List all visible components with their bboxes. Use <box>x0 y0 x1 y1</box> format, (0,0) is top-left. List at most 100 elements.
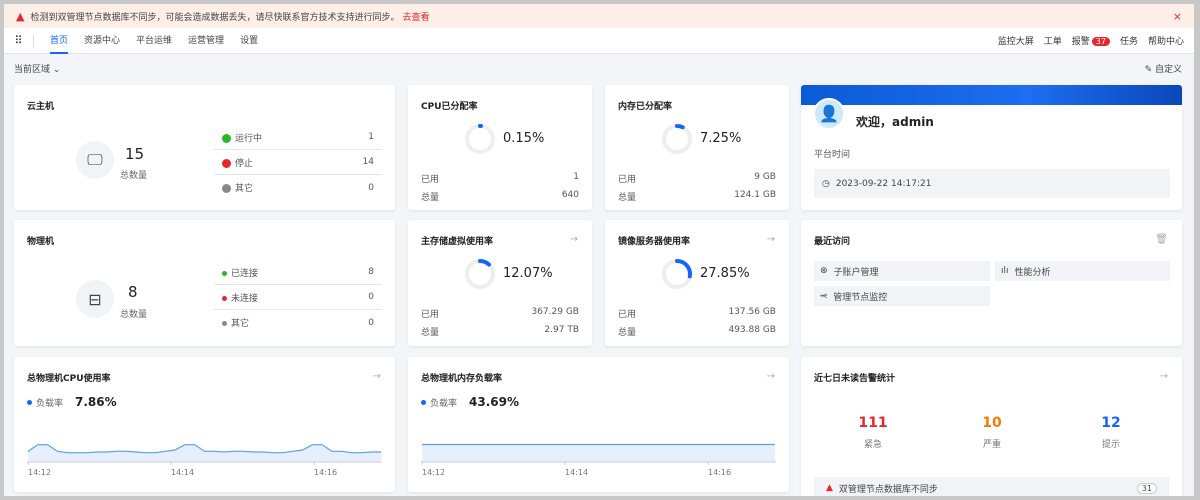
status-label: 运行中 <box>235 133 263 144</box>
usage-ring <box>662 259 692 289</box>
trash-icon[interactable]: 🗑 <box>1155 234 1168 245</box>
apps-grid-icon[interactable]: ⠿ <box>4 34 34 47</box>
used-value: 367.29 GB <box>531 307 579 317</box>
tab-home[interactable]: 首页 <box>50 28 69 54</box>
recent-item-label: 管理节点监控 <box>833 292 888 303</box>
total-row: 总量 2.97 TB <box>421 325 579 338</box>
usage-ring <box>465 124 495 154</box>
used-value: 1 <box>573 172 579 182</box>
vm-total: 15 <box>125 145 145 163</box>
pencil-icon: ✎ <box>1144 65 1153 75</box>
welcome-header-banner <box>801 85 1182 105</box>
region-label: 当前区域 <box>14 65 51 75</box>
total-value: 640 <box>561 190 579 200</box>
nav-tickets[interactable]: 工单 <box>1043 37 1062 47</box>
platform-time: 2023-09-22 14:17:21 <box>835 178 932 189</box>
line-chart-card: 总物理机内存负载率 → 负载率 43.69% 14:12 14:14 14:16 <box>408 357 789 492</box>
close-icon[interactable]: × <box>1172 9 1182 23</box>
legend-dot <box>421 399 426 405</box>
usage-percent: 0.15% <box>503 131 545 146</box>
user-icon: ⊗ <box>820 266 828 276</box>
chart-title: 总物理机内存负载率 <box>421 374 503 384</box>
card-title: 最近访问 <box>814 237 851 247</box>
platform-time-label: 平台时间 <box>814 150 851 160</box>
banner-view-link[interactable]: 去查看 <box>402 12 430 23</box>
monitor-icon: 🖵 <box>76 141 114 179</box>
alert-stat[interactable]: 12 提示 <box>1081 415 1141 450</box>
arrow-right-icon[interactable]: → <box>1159 371 1168 382</box>
total-value: 493.88 GB <box>728 325 776 335</box>
series-area <box>28 444 381 462</box>
used-row: 已用 9 GB <box>618 172 776 185</box>
avatar: 👤 <box>813 98 845 130</box>
legend-dot <box>27 399 32 405</box>
arrow-right-icon[interactable]: → <box>766 234 775 245</box>
usage-percent: 7.25% <box>700 131 742 146</box>
card-title: 内存已分配率 <box>618 102 673 112</box>
status-row: 运行中 1 <box>214 125 382 150</box>
status-row: 其它 0 <box>214 175 382 200</box>
status-dot-icon <box>222 158 231 168</box>
used-row: 已用 137.56 GB <box>618 307 776 320</box>
tab-ops[interactable]: 平台运维 <box>136 35 173 46</box>
x-tick-label: 14:14 <box>171 468 194 477</box>
usage-card: CPU已分配率 0.15% 已用 1 总量 640 <box>408 85 592 210</box>
region-select[interactable]: 当前区域 ⌄ <box>14 62 60 75</box>
warning-banner: ▲ 检测到双管理节点数据库不同步，可能会造成数据丢失，请尽快联系官方技术支持进行… <box>4 4 1194 28</box>
nav-tasks[interactable]: 任务 <box>1119 37 1138 47</box>
total-label: 总量 <box>421 328 440 338</box>
customize-button[interactable]: ✎ 自定义 <box>1145 62 1182 75</box>
server-disk-icon: ⊟ <box>76 280 114 318</box>
welcome-greeting: 欢迎，admin <box>856 115 934 129</box>
usage-ring-fill <box>662 259 692 289</box>
status-value: 1 <box>368 132 374 142</box>
warning-icon: ▲ <box>16 9 25 23</box>
status-value: 14 <box>362 157 374 167</box>
tab-operations-mgmt[interactable]: 运营管理 <box>188 35 225 46</box>
used-row: 已用 367.29 GB <box>421 307 579 320</box>
pm-total: 8 <box>128 283 138 301</box>
arrow-right-icon[interactable]: → <box>372 371 381 382</box>
status-row: 其它 0 <box>214 310 382 335</box>
status-label: 已连接 <box>231 268 259 279</box>
recent-item-performance[interactable]: ılı 性能分析 <box>995 261 1170 281</box>
status-label: 其它 <box>235 184 254 194</box>
alert-stat[interactable]: 10 严重 <box>962 415 1022 450</box>
vm-card: 云主机 🖵 15 总数量 运行中 1 停止 14 其它 0 <box>14 85 395 210</box>
card-title: 主存储虚拟使用率 <box>421 237 494 247</box>
nav-monitor-screen[interactable]: 监控大屏 <box>997 37 1034 47</box>
alert-stat-count: 10 <box>982 415 1002 431</box>
arrow-right-icon[interactable]: → <box>569 234 578 245</box>
alert-item[interactable]: ▲ 双管理节点数据库不同步 31 <box>814 477 1169 496</box>
recent-item-subaccounts[interactable]: ⊗ 子账户管理 <box>814 261 990 281</box>
tab-resources[interactable]: 资源中心 <box>84 35 121 46</box>
status-label: 停止 <box>235 158 254 169</box>
arrow-right-icon[interactable]: → <box>766 371 775 382</box>
status-value: 0 <box>368 292 374 302</box>
x-tick-label: 14:16 <box>708 468 731 477</box>
banner-message: 检测到双管理节点数据库不同步，可能会造成数据丢失，请尽快联系官方技术支持进行同步… <box>30 12 400 23</box>
recent-item-node-monitor[interactable]: ⥷ 管理节点监控 <box>814 286 990 306</box>
usage-card: 内存已分配率 7.25% 已用 9 GB 总量 124.1 GB <box>605 85 789 210</box>
used-row: 已用 1 <box>421 172 579 185</box>
alert-stat-label: 严重 <box>982 440 1001 450</box>
x-tick-label: 14:12 <box>28 468 51 477</box>
legend-label: 负载率 <box>36 398 64 409</box>
total-value: 124.1 GB <box>734 190 776 200</box>
total-label: 总量 <box>618 193 637 203</box>
usage-ring-fill <box>465 124 495 154</box>
status-value: 0 <box>368 182 374 193</box>
nav-alarms[interactable]: 报警 37 <box>1072 34 1110 47</box>
x-tick-label: 14:16 <box>314 468 337 477</box>
total-label: 总量 <box>421 193 440 203</box>
status-label: 未连接 <box>231 293 259 304</box>
nav-help[interactable]: 帮助中心 <box>1147 37 1184 47</box>
alert-stat[interactable]: 111 紧急 <box>843 415 903 450</box>
used-label: 已用 <box>421 175 440 185</box>
series-line <box>27 444 381 454</box>
alert-item-label: 双管理节点数据库不同步 <box>838 484 938 495</box>
card-title: 物理机 <box>27 237 55 247</box>
alarm-label: 报警 <box>1071 37 1090 47</box>
tab-settings[interactable]: 设置 <box>240 35 259 46</box>
alert-item-count: 31 <box>1136 482 1157 494</box>
